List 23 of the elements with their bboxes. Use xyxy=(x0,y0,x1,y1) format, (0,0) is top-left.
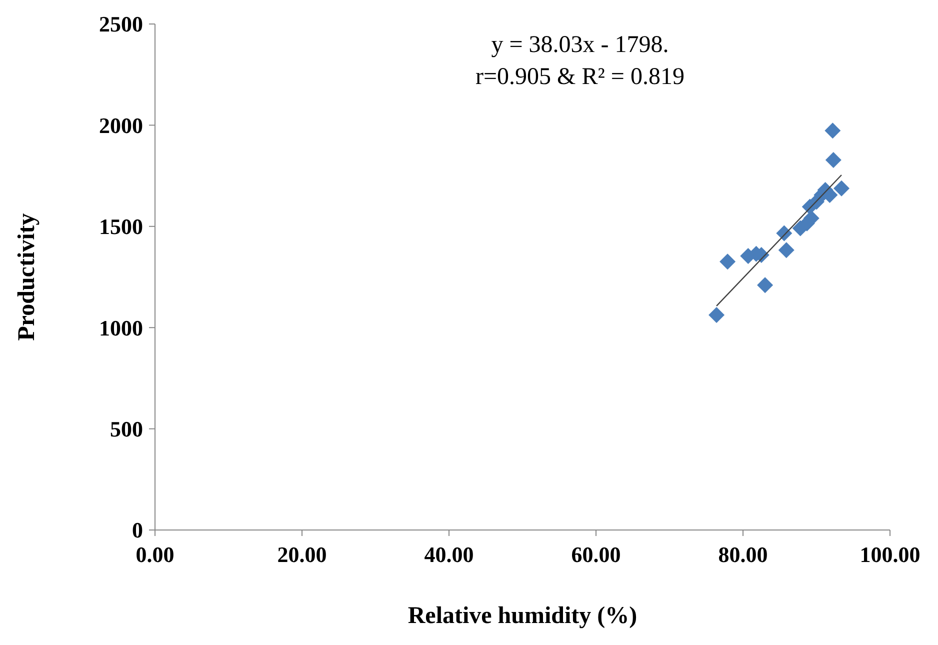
x-tick-label: 40.00 xyxy=(424,542,474,567)
y-tick-label: 0 xyxy=(132,518,143,543)
x-tick-label: 100.00 xyxy=(860,542,920,567)
x-axis-title: Relative humidity (%) xyxy=(408,603,638,629)
x-tick-label: 60.00 xyxy=(571,542,621,567)
point xyxy=(824,122,841,139)
y-axis-title: Productivity xyxy=(14,213,40,341)
y-tick-label: 2500 xyxy=(99,12,143,37)
x-tick-label: 0.00 xyxy=(136,542,174,567)
point xyxy=(757,277,774,294)
x-tick-label: 80.00 xyxy=(718,542,768,567)
y-tick-label: 2000 xyxy=(99,112,143,138)
point xyxy=(833,180,850,196)
point xyxy=(825,152,842,168)
y-tick-label: 500 xyxy=(110,416,143,442)
annotation: r=0.905 & R² = 0.819 xyxy=(476,64,684,90)
annotation: y = 38.03x - 1798. xyxy=(491,32,669,58)
point xyxy=(708,307,725,324)
point xyxy=(778,242,794,258)
y-tick-label: 1000 xyxy=(99,315,143,340)
y-tick-label: 1500 xyxy=(99,214,143,240)
point xyxy=(720,254,736,270)
x-tick-label: 20.00 xyxy=(277,542,327,567)
